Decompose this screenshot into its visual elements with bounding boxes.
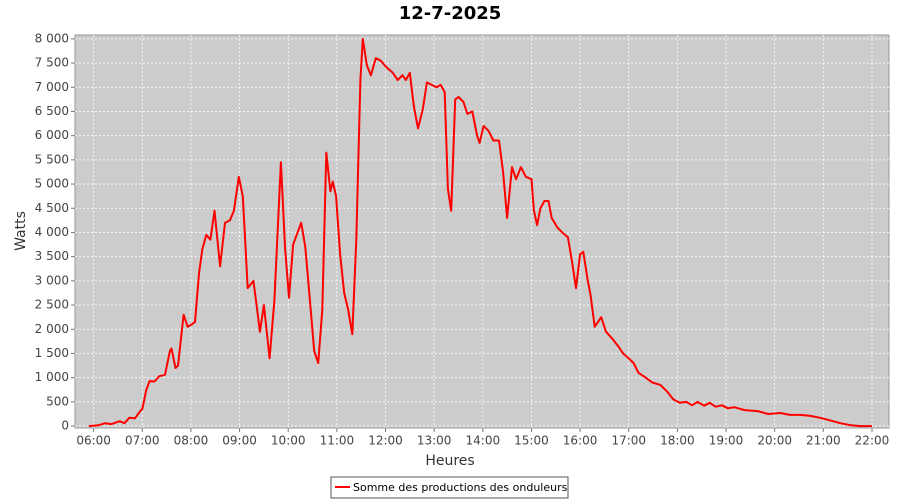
y-tick-label: 2 500 — [35, 298, 69, 312]
y-tick-label: 0 — [61, 419, 69, 433]
y-tick-label: 4 000 — [35, 225, 69, 239]
y-tick-label: 3 500 — [35, 249, 69, 263]
chart-title: 12-7-2025 — [399, 3, 502, 24]
x-tick-label: 06:00 — [76, 434, 111, 448]
y-tick-label: 7 000 — [35, 80, 69, 94]
y-tick-label: 500 — [46, 394, 69, 408]
x-tick-label: 16:00 — [563, 434, 598, 448]
x-tick-label: 08:00 — [174, 434, 209, 448]
x-tick-label: 18:00 — [660, 434, 695, 448]
y-tick-label: 1 000 — [35, 370, 69, 384]
y-tick-label: 6 000 — [35, 128, 69, 142]
x-tick-label: 19:00 — [709, 434, 744, 448]
x-tick-label: 14:00 — [466, 434, 501, 448]
y-tick-label: 1 500 — [35, 346, 69, 360]
y-axis-label: Watts — [13, 211, 29, 251]
plot-area — [74, 34, 890, 429]
y-tick-label: 2 000 — [35, 322, 69, 336]
x-tick-label: 22:00 — [855, 434, 890, 448]
y-tick-label: 7 500 — [35, 56, 69, 70]
series-line — [88, 37, 872, 428]
x-tick-label: 07:00 — [125, 434, 160, 448]
x-tick-label: 13:00 — [417, 434, 452, 448]
x-tick-label: 15:00 — [514, 434, 549, 448]
y-tick-label: 3 000 — [35, 273, 69, 287]
x-tick-label: 11:00 — [320, 434, 355, 448]
y-tick-label: 5 500 — [35, 152, 69, 166]
x-tick-label: 12:00 — [368, 434, 403, 448]
y-tick-label: 8 000 — [35, 31, 69, 45]
y-tick-label: 6 500 — [35, 104, 69, 118]
x-tick-label: 21:00 — [806, 434, 841, 448]
x-axis-label: Heures — [425, 453, 474, 469]
y-tick-label: 4 500 — [35, 201, 69, 215]
x-tick-label: 10:00 — [271, 434, 306, 448]
y-tick-label: 5 000 — [35, 177, 69, 191]
x-tick-label: 20:00 — [757, 434, 792, 448]
x-tick-label: 09:00 — [222, 434, 257, 448]
legend — [330, 476, 569, 499]
x-tick-label: 17:00 — [611, 434, 646, 448]
legend-label: Somme des productions des onduleurs — [353, 481, 568, 494]
